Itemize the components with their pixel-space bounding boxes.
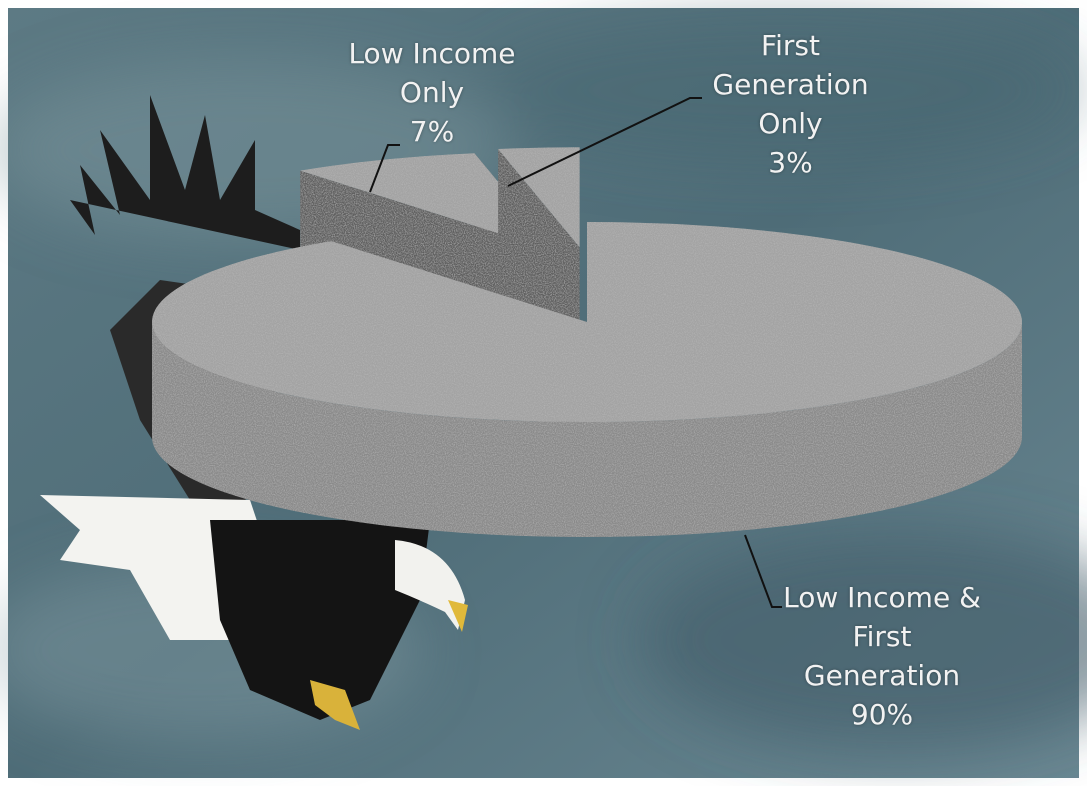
slice-label: Low Income & First Generation 90%	[782, 578, 982, 734]
slice-label: First Generation Only 3%	[698, 26, 883, 182]
page: Low Income Only 7% First Generation Only…	[0, 0, 1087, 786]
category-label: Low Income Only	[348, 37, 515, 109]
value-label: 90%	[851, 698, 913, 731]
category-label: First Generation Only	[712, 29, 868, 140]
value-label: 3%	[768, 146, 812, 179]
category-label: Low Income & First Generation	[783, 581, 981, 692]
value-label: 7%	[410, 115, 454, 148]
slice-label: Low Income Only 7%	[332, 34, 532, 151]
